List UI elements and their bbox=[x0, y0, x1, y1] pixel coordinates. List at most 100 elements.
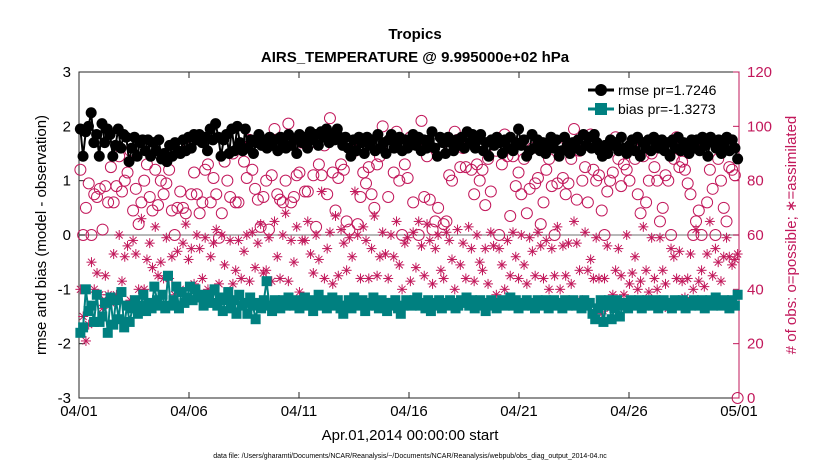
assimilated-stroke bbox=[323, 244, 332, 253]
assimilated-obs-point bbox=[244, 276, 255, 287]
assimilated-stroke bbox=[473, 231, 481, 239]
assimilated-stroke bbox=[683, 274, 692, 283]
assimilated-stroke bbox=[617, 271, 625, 280]
bias-point bbox=[721, 297, 732, 308]
possible-obs-point bbox=[118, 174, 131, 187]
possible-obs-point bbox=[232, 196, 245, 209]
assimilated-obs-point bbox=[219, 259, 230, 270]
x-tick-label: 04/26 bbox=[610, 403, 648, 420]
assimilated-stroke bbox=[187, 244, 196, 253]
assimilated-obs-point bbox=[291, 221, 302, 232]
assimilated-stroke bbox=[328, 280, 337, 288]
assimilated-obs-point bbox=[627, 268, 638, 279]
assimilated-obs-point bbox=[616, 270, 627, 281]
assimilated-obs-point bbox=[388, 251, 399, 262]
assimilated-stroke bbox=[115, 231, 124, 239]
assimilated-obs-point bbox=[236, 273, 247, 284]
assimilated-obs-point bbox=[333, 270, 344, 281]
assimilated-obs-point bbox=[516, 230, 527, 240]
bias-point bbox=[253, 297, 264, 308]
bias-point bbox=[310, 297, 321, 308]
bias-point bbox=[677, 295, 688, 306]
assimilated-obs-point bbox=[502, 235, 513, 246]
assimilated-stroke bbox=[342, 266, 351, 275]
possible-obs-point bbox=[648, 161, 661, 174]
possible-obs-point bbox=[199, 163, 212, 176]
bias-point bbox=[584, 297, 595, 308]
bias-point bbox=[508, 300, 519, 311]
possible-obs-point bbox=[570, 193, 583, 206]
possible-obs-point bbox=[529, 177, 542, 190]
x-tick-label: 04/21 bbox=[500, 403, 538, 420]
possible-obs-point bbox=[287, 190, 300, 203]
bias-point bbox=[297, 297, 308, 308]
assimilated-stroke bbox=[395, 261, 404, 269]
assimilated-obs-point bbox=[544, 284, 555, 295]
bias-point bbox=[291, 295, 302, 306]
bias-point bbox=[513, 303, 524, 314]
possible-obs-series bbox=[74, 112, 744, 404]
possible-obs-point bbox=[604, 174, 617, 187]
assimilated-obs-point bbox=[200, 232, 211, 243]
assimilated-obs-point bbox=[446, 254, 457, 265]
bias-point bbox=[220, 295, 231, 306]
assimilated-stroke bbox=[531, 271, 540, 280]
possible-obs-point bbox=[440, 215, 453, 228]
possible-obs-point bbox=[207, 171, 220, 184]
bias-point bbox=[335, 303, 346, 314]
possible-obs-point bbox=[418, 190, 431, 203]
possible-obs-point bbox=[659, 169, 672, 182]
bias-point bbox=[313, 289, 324, 300]
possible-obs-point bbox=[617, 158, 630, 171]
possible-obs-point bbox=[204, 196, 217, 209]
bias-point bbox=[425, 306, 436, 317]
rmse-point bbox=[120, 131, 132, 143]
bias-point bbox=[680, 303, 691, 314]
assimilated-stroke bbox=[561, 271, 570, 280]
assimilated-obs-point bbox=[302, 216, 313, 227]
assimilated-stroke bbox=[467, 244, 476, 253]
assimilated-stroke bbox=[345, 233, 354, 242]
assimilated-obs-point bbox=[141, 254, 152, 265]
assimilated-obs-point bbox=[685, 249, 696, 260]
bias-point bbox=[206, 297, 217, 308]
possible-obs-point bbox=[193, 207, 206, 220]
assimilated-stroke bbox=[306, 250, 315, 258]
bias-point bbox=[466, 295, 477, 306]
rmse-point bbox=[372, 128, 384, 140]
possible-obs-point bbox=[515, 188, 528, 201]
possible-obs-point bbox=[665, 229, 678, 241]
bias-point bbox=[343, 295, 354, 306]
bias-point bbox=[258, 295, 269, 306]
assimilated-stroke bbox=[556, 285, 564, 294]
assimilated-stroke bbox=[226, 236, 234, 245]
possible-obs-point bbox=[676, 155, 689, 168]
bias-point bbox=[267, 306, 278, 317]
possible-obs-point bbox=[279, 174, 292, 187]
bias-point bbox=[620, 297, 631, 308]
assimilated-obs-point bbox=[208, 238, 219, 249]
assimilated-stroke bbox=[315, 255, 323, 264]
y-left-tick-label: 3 bbox=[63, 64, 71, 81]
assimilated-obs-point bbox=[144, 238, 155, 249]
bias-point bbox=[294, 303, 305, 314]
assimilated-stroke bbox=[409, 228, 418, 237]
rmse-point bbox=[131, 150, 143, 162]
assimilated-obs-point bbox=[549, 270, 560, 281]
assimilated-obs-point bbox=[696, 265, 707, 276]
assimilated-obs-point bbox=[641, 265, 652, 276]
bias-point bbox=[406, 300, 417, 311]
bias-point bbox=[573, 297, 584, 308]
assimilated-stroke bbox=[439, 274, 448, 283]
assimilated-obs-point bbox=[408, 227, 419, 238]
bias-point bbox=[124, 316, 135, 327]
assimilated-obs-point bbox=[444, 235, 455, 246]
assimilated-stroke bbox=[198, 274, 207, 283]
assimilated-stroke bbox=[656, 233, 664, 242]
assimilated-stroke bbox=[459, 239, 467, 248]
bias-point bbox=[143, 297, 154, 308]
rmse-point bbox=[634, 150, 646, 162]
bias-point bbox=[576, 303, 587, 314]
assimilated-stroke bbox=[689, 285, 698, 294]
bias-point bbox=[127, 303, 138, 314]
